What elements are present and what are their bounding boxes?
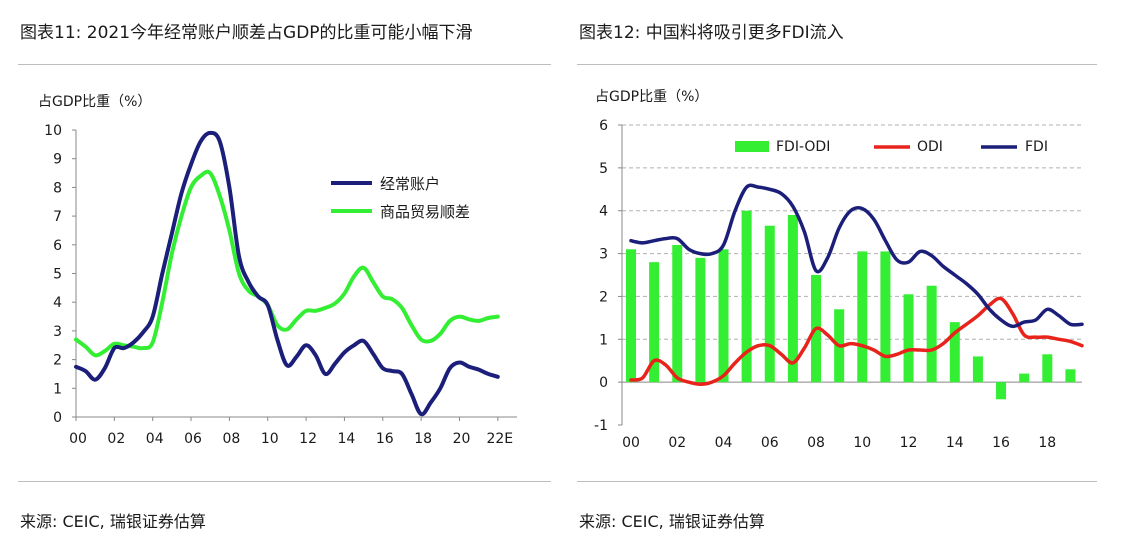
right-y-tick-label: -1	[594, 418, 608, 434]
left-x-tick-label: 08	[222, 431, 240, 447]
left-y-axis-label: 占GDP比重（%）	[38, 94, 151, 110]
left-y-tick-label: 5	[53, 267, 62, 283]
right-figure-panel: 图表12: 中国料将吸引更多FDI流入 占GDP比重（%） -1 0 1 2 3 4 5 6 00…	[577, 0, 1138, 540]
right-y-axis-label: 占GDP比重（%）	[595, 89, 708, 105]
left-x-tick-label: 14	[338, 431, 356, 447]
right-bar	[926, 285, 937, 383]
right-x-tick-label: 14	[946, 435, 964, 451]
right-bar	[1042, 354, 1053, 383]
right-figure-title: 图表12: 中国料将吸引更多FDI流入	[579, 23, 844, 43]
left-y-tick-label: 7	[53, 209, 62, 225]
right-x-tick-label: 02	[668, 435, 686, 451]
right-bar	[949, 322, 960, 383]
right-bar	[764, 225, 775, 383]
right-title-divider	[577, 64, 1097, 65]
right-x-tick-label: 08	[807, 435, 825, 451]
left-y-tick-label: 6	[53, 238, 62, 254]
right-bar	[695, 257, 706, 383]
left-x-tick-label: 20	[453, 431, 471, 447]
left-legend-label-0: 经常账户	[380, 175, 440, 193]
left-figure-title: 图表11: 2021今年经常账户顺差占GDP的比重可能小幅下滑	[20, 23, 473, 43]
left-x-tick-label: 06	[184, 431, 202, 447]
right-bar	[718, 249, 729, 383]
left-x-tick-label: 10	[261, 431, 279, 447]
left-x-tick-label: 02	[107, 431, 125, 447]
right-bar	[972, 356, 983, 383]
right-x-tick-label: 18	[1038, 435, 1056, 451]
right-legend-swatch-bars	[735, 141, 769, 152]
left-y-tick-label: 3	[53, 324, 62, 340]
right-bar	[996, 382, 1007, 400]
left-x-tick-label: 16	[376, 431, 394, 447]
right-bar	[903, 294, 914, 383]
right-legend-label-0: ODI	[917, 139, 943, 155]
left-y-tick-label: 10	[44, 123, 62, 139]
right-y-tick-label: 1	[599, 332, 608, 348]
left-y-tick-label: 4	[53, 295, 62, 311]
left-source-divider	[18, 481, 551, 482]
right-x-tick-label: 16	[992, 435, 1010, 451]
left-series-line-0	[74, 130, 500, 417]
right-x-tick-label: 00	[622, 435, 640, 451]
right-bar	[787, 215, 798, 383]
left-series-line-1	[74, 169, 500, 358]
left-x-tick-label: 18	[414, 431, 432, 447]
right-x-tick-label: 06	[761, 435, 779, 451]
left-x-tick-label: 22E	[486, 431, 513, 447]
right-y-tick-label: 5	[599, 161, 608, 177]
right-bar	[741, 210, 752, 383]
left-y-tick-label: 8	[53, 180, 62, 196]
right-bar	[672, 245, 683, 383]
left-y-tick-label: 1	[53, 381, 62, 397]
right-source-note: 来源: CEIC, 瑞银证券估算	[579, 512, 765, 531]
right-y-tick-label: 0	[599, 375, 608, 391]
left-figure-panel: 图表11: 2021今年经常账户顺差占GDP的比重可能小幅下滑 占GDP比重（%…	[0, 0, 560, 540]
right-series-line-0	[629, 296, 1084, 387]
right-bar	[649, 262, 660, 383]
right-legend-label-1: FDI	[1025, 139, 1048, 155]
left-x-tick-label: 04	[146, 431, 164, 447]
right-y-tick-label: 4	[599, 204, 608, 220]
right-legend-label-bars: FDI-ODI	[776, 139, 830, 155]
left-y-tick-label: 2	[53, 353, 62, 369]
right-y-tick-label: 3	[599, 247, 608, 263]
left-y-tick-label: 9	[53, 152, 62, 168]
left-y-tick-label: 0	[53, 410, 62, 426]
right-bar	[1065, 369, 1076, 383]
right-source-divider	[577, 481, 1097, 482]
left-x-tick-label: 12	[299, 431, 317, 447]
right-bar	[857, 251, 868, 383]
left-title-divider	[18, 64, 551, 65]
right-bar	[880, 251, 891, 383]
right-bar	[626, 249, 636, 383]
right-y-tick-label: 6	[599, 118, 608, 134]
right-x-tick-label: 10	[853, 435, 871, 451]
right-bar	[1019, 373, 1030, 383]
right-series-line-1	[629, 183, 1084, 329]
right-y-tick-label: 2	[599, 289, 608, 305]
right-x-tick-label: 04	[715, 435, 733, 451]
left-source-note: 来源: CEIC, 瑞银证券估算	[20, 512, 206, 531]
left-legend-label-1: 商品贸易顺差	[380, 203, 470, 221]
right-x-tick-label: 12	[900, 435, 918, 451]
left-x-tick-label: 00	[69, 431, 87, 447]
